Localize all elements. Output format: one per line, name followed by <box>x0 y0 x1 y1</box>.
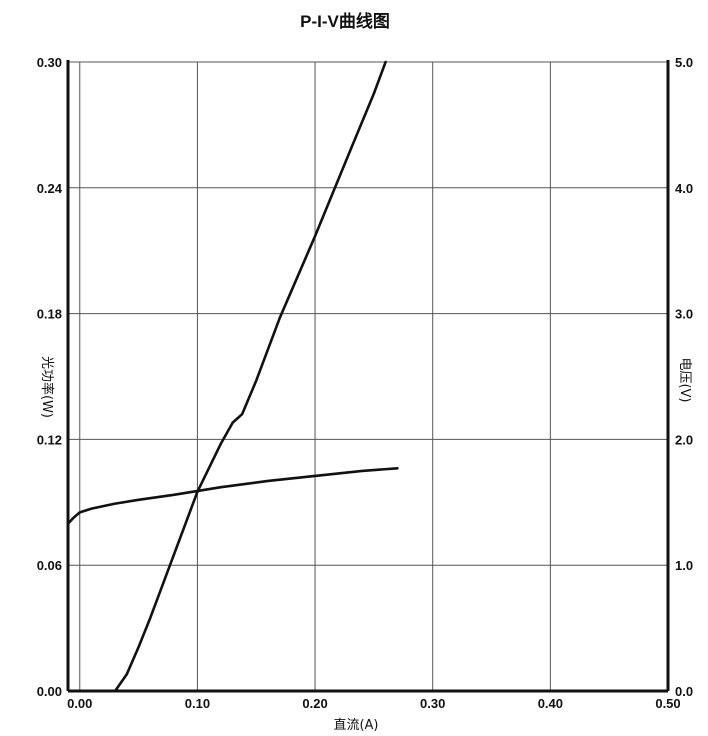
y-left-tick-label: 0.00 <box>37 684 62 699</box>
x-tick-label: 0.00 <box>67 696 92 711</box>
chart-title: P-I-V曲线图 <box>300 11 390 31</box>
x-tick-label: 0.20 <box>302 696 327 711</box>
y-right-tick-label: 2.0 <box>675 432 693 447</box>
tick-labels: 0.00 0.10 0.20 0.30 0.40 0.50 0.00 0.06 0.12 0.18… <box>37 55 693 711</box>
y-left-tick-label: 0.30 <box>37 55 62 70</box>
y-right-tick-label: 0.0 <box>675 684 693 699</box>
x-tick-label: 0.50 <box>655 696 680 711</box>
series-line-left <box>113 60 387 693</box>
y-right-tick-label: 4.0 <box>675 181 693 196</box>
y-right-tick-label: 1.0 <box>675 558 693 573</box>
y-left-tick-label: 0.24 <box>37 181 63 196</box>
y-right-tick-label: 5.0 <box>675 55 693 70</box>
y-right-tick-label: 3.0 <box>675 307 693 322</box>
x-axis-label: 直流(A) <box>333 718 378 733</box>
series-lines <box>66 60 399 693</box>
x-tick-label: 0.30 <box>420 696 445 711</box>
y-left-tick-label: 0.12 <box>37 432 62 447</box>
y-left-tick-label: 0.06 <box>37 558 62 573</box>
y-left-tick-label: 0.18 <box>37 307 62 322</box>
axes-frame <box>66 60 670 693</box>
x-tick-label: 0.10 <box>185 696 210 711</box>
x-tick-label: 0.40 <box>538 696 563 711</box>
y-right-axis-label: 电压(V) <box>677 357 692 402</box>
y-left-axis-label: 光功率(W) <box>39 356 55 418</box>
series-line-right <box>66 466 399 526</box>
